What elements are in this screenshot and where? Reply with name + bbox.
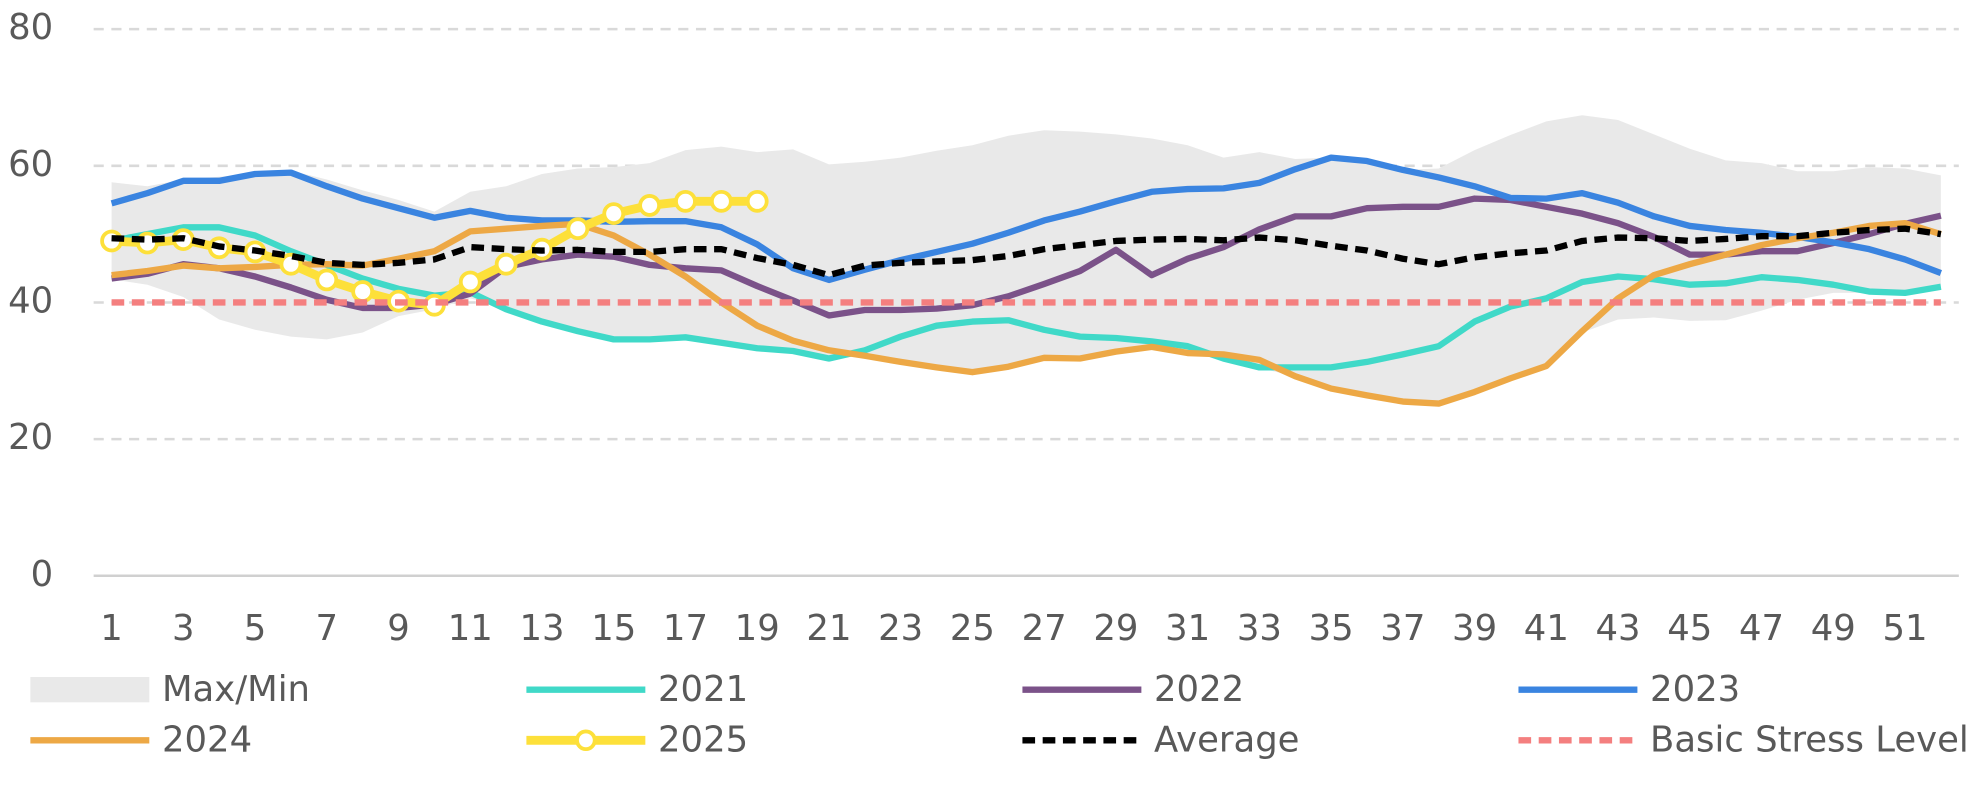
y-tick-label: 60	[8, 144, 53, 185]
legend: Max/Min 2021 2022 2023 2024 2025 Average Basic …	[30, 669, 1969, 761]
x-tick-label: 43	[1596, 608, 1641, 649]
x-tick-label: 33	[1237, 608, 1282, 649]
x-tick-label: 39	[1452, 608, 1497, 649]
x-tick-label: 7	[316, 608, 339, 649]
x-tick-label: 51	[1882, 608, 1927, 649]
x-tick-label: 13	[519, 608, 564, 649]
legend-marker	[575, 729, 597, 752]
point-marker	[709, 189, 733, 213]
legend-label: Max/Min	[162, 669, 310, 710]
x-tick-label: 25	[950, 608, 995, 649]
x-tick-label: 19	[735, 608, 780, 649]
legend-label: Average	[1154, 720, 1299, 761]
legend-label: 2023	[1650, 669, 1740, 710]
x-tick-label: 17	[663, 608, 708, 649]
series-line	[110, 224, 1942, 371]
x-tick-label: 27	[1022, 608, 1067, 649]
x-tick-label: 45	[1667, 608, 1712, 649]
x-tick-label: 5	[244, 608, 267, 649]
x-tick-label: 15	[591, 608, 636, 649]
x-tick-label: 35	[1309, 608, 1354, 649]
x-tick-label: 1	[100, 608, 123, 649]
legend-swatch	[30, 677, 150, 703]
x-tick-label: 23	[878, 608, 923, 649]
point-marker	[458, 270, 482, 294]
y-tick-label: 80	[8, 7, 53, 48]
legend-label: 2025	[658, 720, 748, 761]
y-tick-label: 20	[8, 417, 53, 458]
point-marker	[566, 217, 590, 241]
x-tick-label: 41	[1524, 608, 1569, 649]
legend-label: 2024	[162, 720, 252, 761]
x-tick-label: 47	[1739, 608, 1784, 649]
y-tick-label: 40	[8, 280, 53, 321]
point-marker	[638, 194, 661, 217]
x-tick-label: 9	[387, 608, 410, 649]
point-marker	[602, 202, 626, 226]
y-tick-label: 0	[31, 554, 54, 595]
x-tick-label: 11	[448, 608, 493, 649]
point-marker	[674, 189, 697, 213]
legend-label: Basic Stress Level	[1650, 720, 1969, 761]
x-tick-label: 31	[1165, 608, 1210, 649]
x-tick-label: 49	[1811, 608, 1856, 649]
point-marker	[745, 189, 769, 213]
x-tick-label: 21	[806, 608, 851, 649]
point-marker	[494, 252, 518, 276]
point-marker	[315, 268, 339, 292]
legend-label: 2021	[658, 669, 748, 710]
x-tick-label: 3	[172, 608, 195, 649]
point-marker	[351, 280, 375, 303]
series-line	[111, 225, 1942, 279]
x-tick-label: 29	[1093, 608, 1138, 649]
legend-label: 2022	[1154, 669, 1244, 710]
x-tick-label: 37	[1380, 608, 1425, 649]
series-line	[110, 154, 1943, 284]
series-line	[111, 220, 1942, 407]
